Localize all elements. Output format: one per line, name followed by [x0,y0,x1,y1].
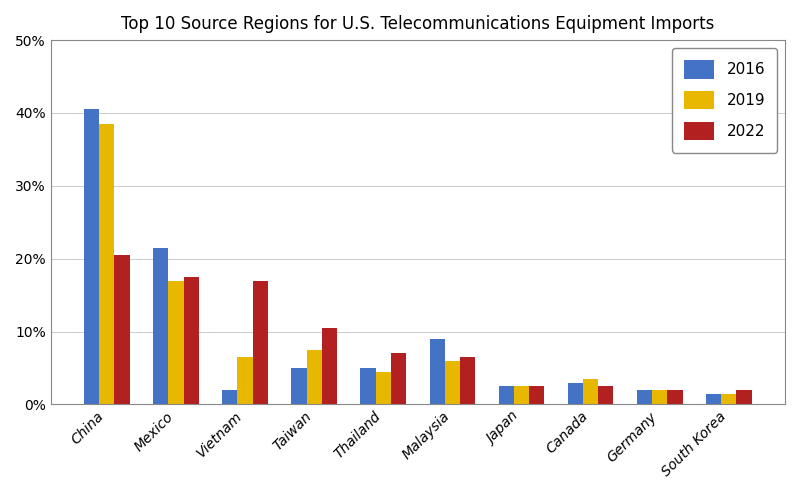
Bar [583,379,598,405]
Bar [361,368,376,405]
Bar [737,390,752,405]
Bar [99,124,114,405]
Bar [529,386,544,405]
Bar [153,248,168,405]
Bar [498,386,514,405]
Bar [114,255,130,405]
Bar [430,339,445,405]
Bar [598,386,614,405]
Bar [168,281,183,405]
Bar [291,368,306,405]
Legend: 2016, 2019, 2022: 2016, 2019, 2022 [671,48,778,153]
Bar [652,390,667,405]
Bar [306,350,322,405]
Bar [222,390,238,405]
Bar [376,371,391,405]
Bar [460,357,475,405]
Bar [238,357,253,405]
Title: Top 10 Source Regions for U.S. Telecommunications Equipment Imports: Top 10 Source Regions for U.S. Telecommu… [121,15,714,33]
Bar [722,394,737,405]
Bar [391,354,406,405]
Bar [568,383,583,405]
Bar [514,386,529,405]
Bar [84,109,99,405]
Bar [253,281,268,405]
Bar [445,361,460,405]
Bar [706,394,722,405]
Bar [322,328,337,405]
Bar [667,390,682,405]
Bar [183,277,198,405]
Bar [637,390,652,405]
